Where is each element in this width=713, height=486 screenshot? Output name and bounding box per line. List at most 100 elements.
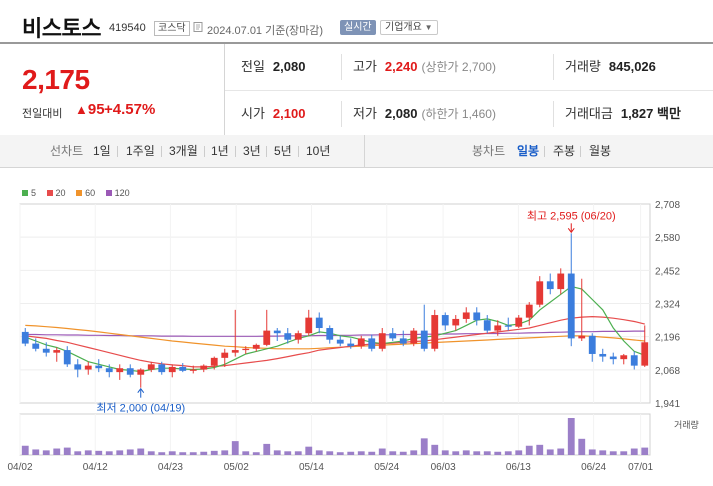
- volume-bar: [221, 450, 229, 455]
- amount-label: 거래대금: [565, 106, 613, 121]
- legend-swatch: [105, 190, 112, 196]
- volume-bar: [200, 451, 208, 455]
- volume-bar: [441, 450, 449, 455]
- market-badge: 코스닥: [154, 21, 190, 36]
- y-tick-label: 2,196: [655, 333, 680, 344]
- divider: [117, 146, 118, 157]
- candle-body: [473, 312, 481, 321]
- chart-frame: [19, 203, 651, 404]
- period-5y[interactable]: 5년: [274, 144, 292, 158]
- volume-bar: [578, 438, 586, 455]
- x-tick-label: 05/02: [224, 462, 249, 473]
- candle-body: [578, 335, 586, 339]
- volume-bar: [231, 441, 239, 455]
- up-arrow-icon: ▲: [75, 102, 88, 117]
- divider: [364, 135, 365, 167]
- period-10y[interactable]: 10년: [306, 144, 331, 158]
- divider: [553, 101, 554, 127]
- candle-daily[interactable]: 일봉: [517, 144, 540, 158]
- candle-body: [147, 364, 155, 370]
- period-1w[interactable]: 1주일: [126, 144, 155, 158]
- volume-bar: [284, 451, 292, 455]
- candle-body: [168, 366, 176, 373]
- lower-limit: (하한가 1,460): [421, 107, 496, 121]
- volume-bar: [609, 451, 617, 455]
- candle-body: [536, 281, 544, 305]
- candle-body: [494, 325, 502, 331]
- candle-body: [546, 281, 554, 290]
- amount-cell: 거래대금 1,827 백만: [565, 91, 681, 137]
- candle-body: [441, 315, 449, 326]
- change-amount: 95: [87, 101, 105, 118]
- volume-bar: [431, 444, 439, 455]
- legend-ma5: 5: [22, 188, 36, 198]
- low-cell: 저가 2,080 (하한가 1,460): [353, 91, 496, 137]
- volume-bar: [567, 418, 575, 455]
- period-3m[interactable]: 3개월: [169, 144, 198, 158]
- candle-monthly[interactable]: 월봉: [589, 144, 612, 158]
- volume-bar: [126, 449, 134, 455]
- legend-swatch: [22, 190, 28, 196]
- volume-bar: [294, 451, 302, 455]
- volume-label: 거래량: [565, 59, 601, 74]
- volume-bar: [368, 451, 376, 455]
- candle-body: [263, 330, 271, 345]
- volume-bar: [84, 450, 92, 455]
- upper-limit: (상한가 2,700): [421, 60, 496, 74]
- stock-name: 비스토스: [22, 16, 101, 41]
- document-icon: [193, 22, 203, 32]
- legend-swatch: [46, 190, 53, 196]
- stock-code: 419540: [109, 22, 146, 34]
- volume-bar: [315, 450, 323, 455]
- candle-body: [32, 343, 40, 349]
- volume-bar: [147, 451, 155, 455]
- period-1y[interactable]: 1년: [211, 144, 229, 158]
- candle-chart-label: 봉차트: [472, 144, 506, 158]
- candle-body: [63, 350, 71, 365]
- volume-bar: [399, 451, 407, 455]
- candle-body: [179, 366, 187, 371]
- period-1d[interactable]: 1일: [93, 144, 111, 158]
- candle-body: [273, 330, 281, 334]
- line-chart-label: 선차트: [50, 144, 84, 158]
- company-overview-dropdown[interactable]: 기업개요 ▼: [380, 20, 438, 35]
- y-tick-label: 2,708: [655, 200, 680, 211]
- current-price-box: 2,175 전일대비 ▲95 +4.57%: [0, 44, 225, 136]
- divider: [298, 146, 299, 157]
- candle-body: [357, 338, 365, 347]
- company-overview-label: 기업개요: [385, 22, 422, 33]
- divider: [161, 146, 162, 157]
- candle-body: [210, 357, 218, 366]
- base-date: 2024.07.01 기준(장마감): [207, 25, 324, 37]
- change-label: 전일대비: [22, 108, 63, 120]
- prev-close-cell: 전일 2,080: [241, 44, 305, 90]
- x-tick-label: 05/24: [374, 462, 399, 473]
- period-3y[interactable]: 3년: [243, 144, 261, 158]
- candle-body: [504, 325, 512, 327]
- y-tick-label: 2,580: [655, 233, 680, 244]
- realtime-button[interactable]: 실시간: [340, 20, 376, 35]
- divider: [544, 146, 545, 157]
- ma-legend: 5 20 60 120: [22, 188, 138, 200]
- candle-body: [462, 312, 470, 319]
- candle-body: [137, 369, 145, 375]
- volume-bar: [273, 450, 281, 455]
- candle-weekly[interactable]: 주봉: [553, 144, 576, 158]
- volume-bar: [252, 452, 260, 455]
- volume-bar: [53, 448, 61, 455]
- candle-body: [252, 344, 260, 349]
- volume-bar: [389, 451, 397, 455]
- candle-body: [158, 364, 166, 373]
- legend-ma20: 20: [46, 188, 66, 198]
- volume-bar: [494, 451, 502, 455]
- candle-body: [116, 368, 124, 373]
- open-value: 2,100: [272, 106, 306, 121]
- y-tick-label: 2,324: [655, 300, 680, 311]
- volume-cell: 거래량 845,026: [565, 44, 656, 90]
- volume-bar: [525, 445, 533, 455]
- price-info-panel: 2,175 전일대비 ▲95 +4.57% 전일 2,080 고가 2,240 (상한…: [0, 42, 713, 137]
- x-tick-label: 06/24: [581, 462, 606, 473]
- volume-bar: [74, 451, 82, 455]
- candle-body: [336, 339, 344, 344]
- candle-body: [221, 352, 229, 358]
